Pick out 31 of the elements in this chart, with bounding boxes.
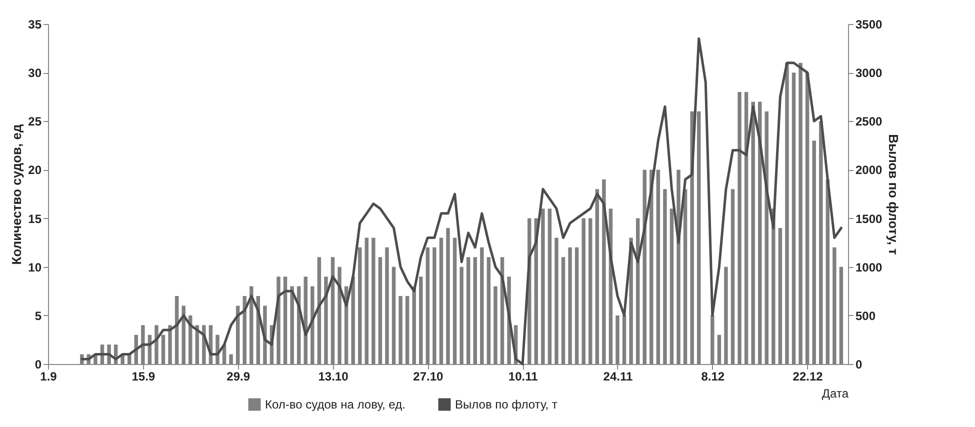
- y-tick-label: 5: [34, 308, 42, 323]
- y-tick-label: 25: [28, 114, 42, 129]
- y2-tick-label: 0: [856, 358, 862, 372]
- y-tick-label: 10: [28, 260, 42, 274]
- x-tick-label: 10.11: [508, 370, 538, 384]
- y2-tick-label: 2500: [856, 114, 883, 129]
- y-tick-label: 0: [34, 358, 42, 372]
- y-tick-label: 30: [28, 66, 42, 80]
- legend-label: Кол-во судов на лову, ед.: [265, 398, 406, 412]
- x-tick-label: 15.9: [132, 370, 156, 384]
- x-tick-label: 29.9: [226, 370, 250, 384]
- x-tick-label: 22.12: [792, 370, 824, 384]
- y-tick-label: 15: [28, 212, 42, 226]
- x-tick-label: 1.9: [40, 370, 58, 384]
- line-series: [80, 37, 842, 366]
- x-tick-label: 24.11: [603, 370, 633, 384]
- y2-tick-label: 2000: [856, 163, 883, 178]
- y2-tick-label: 500: [856, 308, 876, 323]
- y2-tick-label: 3000: [856, 66, 883, 80]
- y2-axis-title: Вылов по флоту, т: [886, 134, 902, 255]
- y2-tick-label: 1500: [856, 212, 883, 226]
- legend-label: Вылов по флоту, т: [455, 398, 558, 412]
- x-axis-title: Дата: [822, 386, 849, 400]
- y2-tick-label: 3500: [856, 18, 883, 32]
- y-tick-label: 35: [28, 18, 42, 32]
- y2-tick-label: 1000: [856, 260, 883, 274]
- y-tick-label: 20: [28, 163, 42, 178]
- x-tick-label: 13.10: [318, 370, 349, 384]
- x-tick-label: 27.10: [413, 370, 444, 384]
- y-axis-title: Количество судов, ед: [9, 124, 24, 265]
- x-tick-label: 8.12: [701, 370, 725, 384]
